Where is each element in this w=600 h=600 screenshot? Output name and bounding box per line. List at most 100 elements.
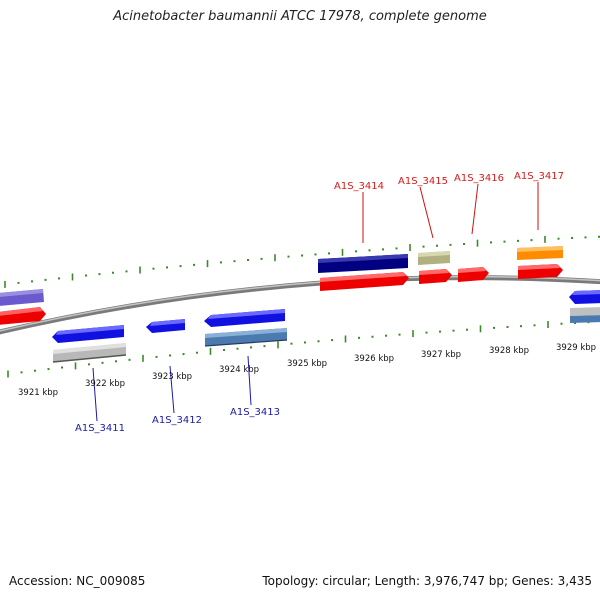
gene-block-partial-right-steel[interactable]	[570, 315, 600, 323]
kbp-label: 3925 kbp	[287, 359, 327, 369]
gene-label-forward[interactable]: A1S_3416	[454, 173, 504, 184]
minor-tick	[169, 354, 171, 357]
kbp-label: 3924 kbp	[219, 365, 259, 375]
minor-tick	[574, 321, 576, 324]
kbp-label: 3928 kbp	[489, 346, 529, 356]
minor-tick	[314, 253, 317, 256]
gene-block-partial-right-blue[interactable]	[569, 290, 600, 304]
upper-tick-row	[4, 235, 600, 288]
gene-block-A1S-3414[interactable]	[320, 272, 409, 291]
gene-block-partial-right-grey[interactable]	[570, 307, 600, 316]
minor-tick	[557, 237, 560, 240]
minor-tick	[463, 243, 465, 246]
gene-block-A1S-3412[interactable]	[146, 319, 185, 333]
minor-tick	[425, 331, 428, 334]
gene-label-forward[interactable]: A1S_3417	[514, 171, 564, 182]
minor-tick	[598, 235, 600, 238]
gene-block-A1S-3415-a[interactable]	[418, 251, 450, 265]
kbp-label: 3923 kbp	[152, 372, 192, 382]
minor-tick	[493, 326, 495, 329]
kbp-label: 3922 kbp	[85, 379, 125, 389]
minor-tick	[503, 240, 506, 243]
minor-tick	[371, 335, 374, 338]
minor-tick	[263, 345, 266, 348]
minor-tick	[520, 325, 522, 328]
genome-title: Acinetobacter baumannii ATCC 17978, comp…	[113, 9, 487, 24]
minor-tick	[355, 250, 357, 253]
gene-block-A1S-3417-a[interactable]	[517, 246, 563, 260]
minor-tick	[533, 324, 536, 327]
minor-tick	[439, 330, 441, 333]
gene-label-reverse[interactable]: A1S_3411	[75, 423, 125, 434]
gene-block-A1S-3411-b[interactable]	[52, 343, 127, 363]
gene-block-partial-red[interactable]	[0, 307, 46, 325]
minor-tick	[317, 340, 320, 343]
kbp-axis-labels: 3921 kbp 3922 kbp 3923 kbp 3924 kbp 3925…	[18, 343, 596, 398]
gene-block-A1S-3416[interactable]	[458, 267, 489, 282]
gene-block-A1S-3415[interactable]	[419, 269, 452, 284]
minor-tick	[233, 260, 236, 263]
minor-tick	[331, 339, 333, 342]
minor-tick	[395, 247, 398, 250]
minor-tick	[88, 363, 90, 366]
minor-tick	[34, 369, 36, 372]
gene-label-forward[interactable]: A1S_3414	[334, 181, 384, 192]
minor-tick	[452, 329, 455, 332]
minor-tick	[290, 342, 293, 345]
minor-tick	[98, 273, 101, 276]
minor-tick	[382, 248, 384, 251]
gene-leader-lines	[92, 182, 539, 422]
topology-text: Topology: circular; Length: 3,976,747 bp…	[262, 574, 592, 588]
minor-tick	[571, 237, 573, 240]
genome-backbone	[0, 275, 600, 335]
minor-tick	[182, 353, 185, 356]
gene-block-partial-purple[interactable]	[0, 289, 44, 306]
lower-tick-row	[7, 321, 590, 378]
accession-text: Accession: NC_009085	[9, 574, 146, 588]
minor-tick	[328, 252, 330, 255]
minor-tick	[584, 236, 587, 239]
minor-tick	[517, 239, 519, 242]
minor-tick	[247, 259, 249, 262]
minor-tick	[193, 263, 195, 266]
minor-tick	[301, 254, 303, 257]
kbp-label: 3926 kbp	[354, 354, 394, 364]
gene-block-A1S-3413[interactable]	[204, 309, 285, 327]
minor-tick	[166, 266, 168, 269]
kbp-label: 3921 kbp	[18, 388, 58, 398]
minor-tick	[58, 277, 60, 280]
gene-block-A1S-3411[interactable]	[52, 325, 124, 343]
minor-tick	[115, 360, 117, 363]
minor-tick	[47, 368, 50, 371]
minor-tick	[368, 249, 371, 252]
kbp-label: 3927 kbp	[421, 350, 461, 360]
gene-label-reverse[interactable]: A1S_3413	[230, 407, 280, 418]
minor-tick	[31, 280, 33, 283]
minor-tick	[530, 239, 533, 242]
minor-tick	[358, 336, 360, 339]
gene-block-A1S-3417[interactable]	[518, 264, 563, 279]
minor-tick	[155, 355, 158, 358]
gene-label-forward[interactable]: A1S_3415	[398, 176, 448, 187]
minor-tick	[61, 366, 63, 369]
minor-tick	[85, 274, 87, 277]
minor-tick	[223, 349, 225, 352]
minor-tick	[220, 261, 222, 264]
gene-block-A1S-3414-a[interactable]	[318, 254, 408, 273]
minor-tick	[125, 270, 128, 273]
minor-tick	[398, 333, 401, 336]
minor-tick	[250, 346, 252, 349]
gene-label-reverse[interactable]: A1S_3412	[152, 415, 202, 426]
minor-tick	[466, 328, 468, 331]
minor-tick	[287, 255, 290, 258]
minor-tick	[506, 326, 509, 329]
minor-tick	[449, 243, 452, 246]
minor-tick	[128, 358, 131, 361]
minor-tick	[436, 244, 438, 247]
minor-tick	[17, 281, 20, 284]
kbp-label: 3929 kbp	[556, 343, 596, 353]
minor-tick	[20, 371, 23, 374]
gene-block-A1S-3413-b[interactable]	[204, 328, 288, 347]
minor-tick	[422, 245, 425, 248]
